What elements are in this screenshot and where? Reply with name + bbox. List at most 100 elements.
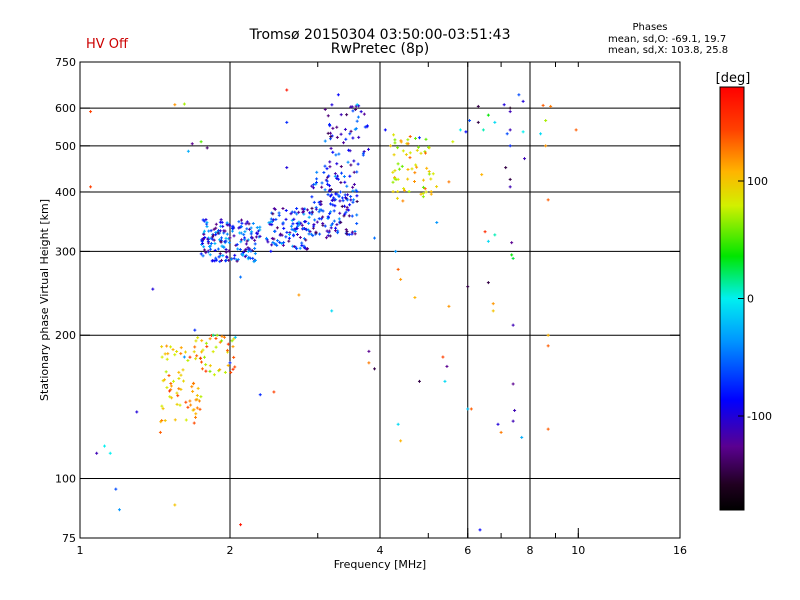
data-point [233, 365, 237, 369]
data-point [333, 172, 337, 176]
data-point [508, 128, 512, 132]
data-point [429, 190, 433, 194]
data-point [208, 364, 212, 368]
data-point [327, 229, 331, 233]
data-point [198, 407, 202, 411]
y-tick-label: 400 [55, 186, 76, 199]
data-point [328, 212, 332, 216]
data-point [279, 232, 283, 236]
data-point [239, 523, 243, 527]
data-point [544, 119, 548, 123]
data-point [208, 247, 212, 251]
data-point [328, 160, 332, 164]
data-point [348, 174, 352, 178]
data-point [297, 210, 301, 214]
colorbar-tick-label: 100 [747, 175, 768, 188]
data-point [213, 242, 217, 246]
data-point [220, 220, 224, 224]
data-point [332, 209, 336, 213]
data-point [327, 122, 331, 126]
data-point [253, 242, 257, 246]
data-point [237, 220, 241, 224]
data-point [228, 224, 232, 228]
data-point [169, 382, 173, 386]
data-point [204, 218, 208, 222]
data-point [476, 104, 480, 108]
data-point [228, 361, 232, 365]
data-point [218, 368, 222, 372]
data-point [340, 196, 344, 200]
data-point [343, 127, 347, 131]
data-point [396, 146, 400, 150]
data-point [355, 194, 359, 198]
phases-title: Phases [632, 22, 668, 33]
data-point [253, 246, 257, 250]
data-point [344, 196, 348, 200]
data-point [95, 451, 99, 455]
data-point [224, 236, 228, 240]
data-point [435, 221, 439, 225]
data-point [427, 146, 431, 150]
data-point [466, 407, 470, 411]
data-point [317, 200, 321, 204]
data-point [359, 110, 363, 114]
data-point [239, 240, 243, 244]
data-point [326, 215, 330, 219]
data-point [421, 195, 425, 199]
data-point [278, 240, 282, 244]
data-point [349, 198, 353, 202]
data-point [281, 221, 285, 225]
data-point [297, 220, 301, 224]
data-point [218, 252, 222, 256]
data-point [171, 348, 175, 352]
data-point [231, 345, 235, 349]
data-point [284, 235, 288, 239]
data-point [218, 260, 222, 264]
data-point [245, 227, 249, 231]
data-point [277, 213, 281, 217]
data-point [511, 419, 515, 423]
data-point [441, 355, 445, 359]
data-point [103, 444, 107, 448]
data-point [339, 220, 343, 224]
data-point [421, 185, 425, 189]
x-tick-label: 10 [571, 544, 585, 557]
data-point [314, 182, 318, 186]
data-point [349, 195, 353, 199]
data-point [233, 335, 237, 339]
data-point [335, 223, 339, 227]
data-point [347, 233, 351, 237]
data-point [271, 212, 275, 216]
data-point [163, 352, 167, 356]
data-point [413, 179, 417, 183]
data-point [164, 370, 168, 374]
data-point [249, 226, 253, 230]
data-point [328, 194, 332, 198]
data-point [242, 250, 246, 254]
data-point [159, 420, 163, 424]
data-point [520, 435, 524, 439]
data-point [256, 232, 260, 236]
data-point [491, 309, 495, 313]
data-point [510, 253, 514, 257]
data-point [427, 170, 431, 174]
data-point [178, 403, 182, 407]
data-point [239, 275, 243, 279]
data-point [341, 199, 345, 203]
data-point [192, 408, 196, 412]
data-point [245, 220, 249, 224]
data-point [171, 379, 175, 383]
data-point [329, 202, 333, 206]
data-point [236, 247, 240, 251]
data-point [401, 149, 405, 153]
data-point [247, 255, 251, 259]
data-point [218, 340, 222, 344]
data-point [173, 353, 177, 357]
data-point [312, 183, 316, 187]
data-point [399, 140, 403, 144]
data-point [243, 230, 247, 234]
data-point [205, 225, 209, 229]
data-point [417, 379, 421, 383]
data-point [169, 345, 173, 349]
data-point [285, 230, 289, 234]
